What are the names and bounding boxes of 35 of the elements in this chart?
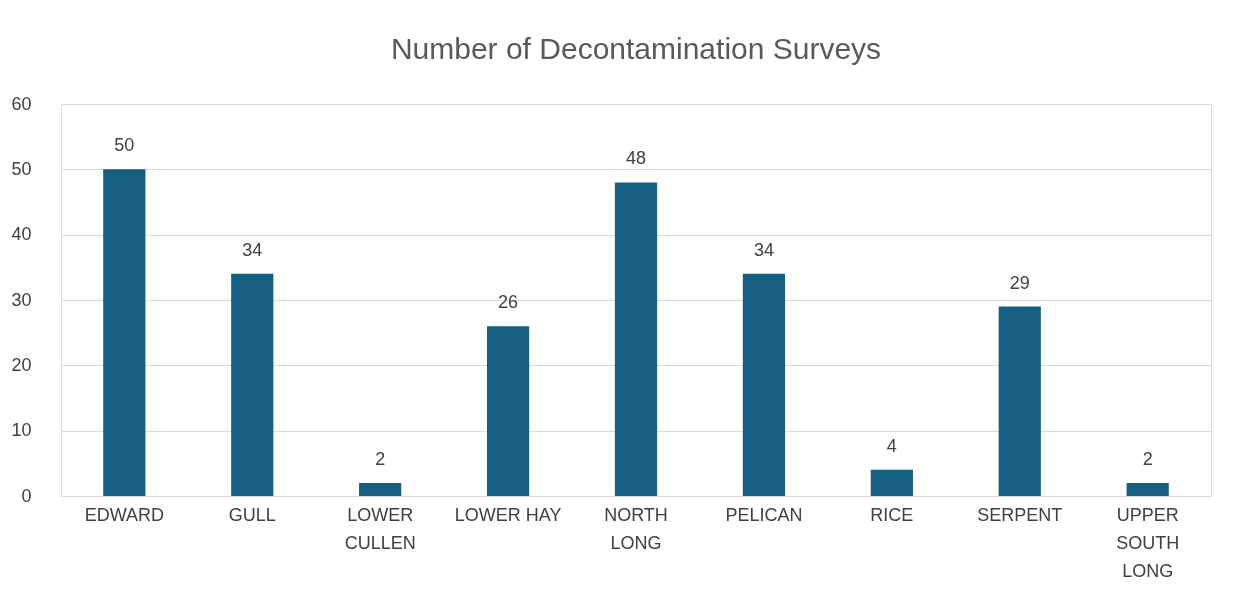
y-tick-label: 50 <box>11 158 32 179</box>
x-tick-label: PELICAN <box>725 504 803 525</box>
data-label: 29 <box>1009 272 1030 293</box>
data-label: 26 <box>498 292 519 313</box>
bar <box>103 169 146 496</box>
data-label: 2 <box>1142 448 1153 469</box>
bar <box>231 273 274 496</box>
y-tick-label: 10 <box>11 420 32 441</box>
data-label: 50 <box>114 135 135 156</box>
bar <box>486 326 530 496</box>
y-tick-label: 40 <box>11 224 32 245</box>
data-label: 34 <box>753 239 774 260</box>
y-tick-label: 30 <box>11 289 32 310</box>
chart-title: Number of Decontamination Surveys <box>390 32 882 65</box>
data-label: 4 <box>886 435 897 456</box>
x-tick-label: UPPER SOUTH LONG <box>1116 504 1180 581</box>
x-tick-label: RICE <box>870 504 914 525</box>
bar <box>614 182 658 496</box>
x-tick-label: LOWER HAY <box>454 504 562 525</box>
x-tick-label: LOWER CULLEN <box>344 504 416 553</box>
data-label: 2 <box>375 448 386 469</box>
y-tick-label: 0 <box>21 485 32 506</box>
bar <box>742 273 786 496</box>
data-label: 34 <box>242 239 263 260</box>
bar <box>998 306 1041 496</box>
x-tick-label: GULL <box>228 504 276 525</box>
y-tick-label: 20 <box>11 354 32 375</box>
x-tick-label: SERPENT <box>977 504 1063 525</box>
bar <box>359 482 402 496</box>
data-label: 48 <box>625 148 647 169</box>
x-tick-label: EDWARD <box>84 504 164 525</box>
bar <box>870 469 913 496</box>
y-tick-label: 60 <box>11 93 32 114</box>
x-tick-label: NORTH LONG <box>604 504 668 553</box>
bar <box>1126 482 1169 496</box>
